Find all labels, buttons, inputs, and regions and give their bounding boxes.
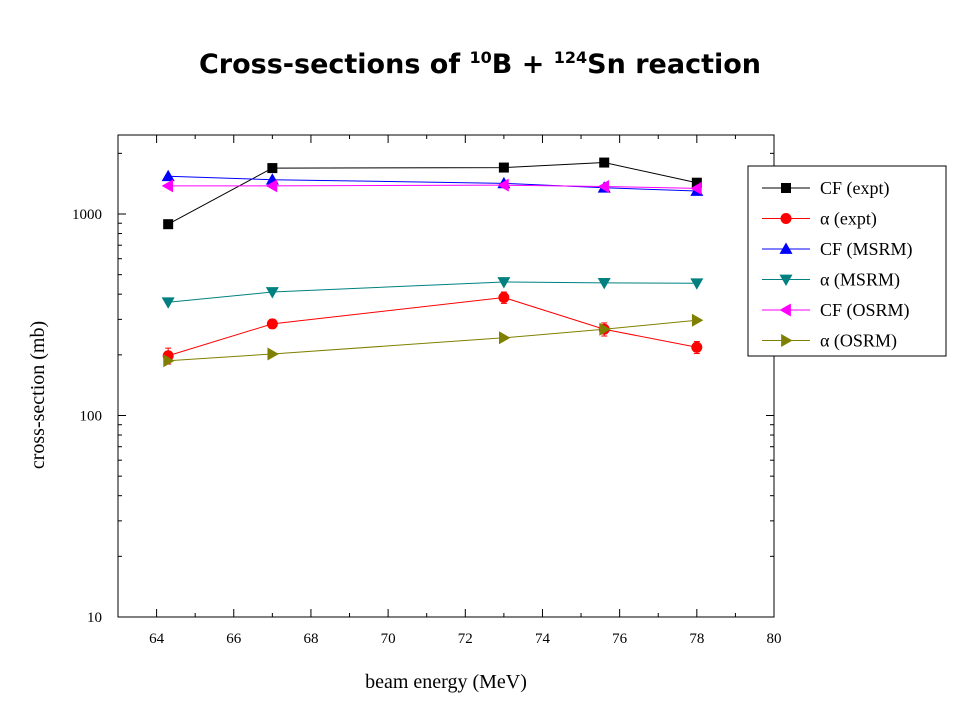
series-4: [161, 178, 702, 195]
legend-marker: [781, 183, 791, 193]
data-point: [161, 179, 174, 193]
y-axis-label: cross-section (mb): [27, 321, 49, 469]
x-tick-label: 72: [458, 631, 473, 647]
series-line: [168, 297, 697, 357]
series-2: [161, 169, 704, 196]
series-5: [163, 313, 704, 368]
series-line: [167, 162, 697, 225]
data-point: [691, 313, 704, 327]
data-point: [163, 219, 174, 230]
data-point: [691, 341, 703, 353]
data-point: [599, 157, 610, 168]
legend-item: α (expt): [762, 209, 877, 230]
legend-item: CF (OSRM): [762, 300, 910, 321]
series-3: [161, 277, 704, 309]
legend-label: α (expt): [820, 209, 877, 230]
data-point: [599, 322, 611, 336]
data-point: [597, 179, 610, 193]
legend-item: α (OSRM): [762, 331, 897, 352]
series-0: [163, 157, 702, 230]
x-tick-label: 80: [767, 631, 782, 647]
x-tick-label: 70: [381, 631, 396, 647]
x-tick-label: 66: [226, 631, 242, 647]
legend-item: CF (MSRM): [762, 239, 913, 260]
legend-label: CF (MSRM): [820, 239, 913, 260]
legend-label: CF (OSRM): [820, 300, 910, 321]
legend-box: [747, 165, 947, 357]
data-point: [267, 347, 279, 361]
data-point: [690, 181, 702, 195]
x-tick-label: 68: [303, 631, 318, 647]
plot-frame: [117, 134, 775, 618]
legend-marker: [781, 334, 793, 347]
y-tick-label: 1000: [72, 207, 102, 223]
data-point: [266, 318, 278, 330]
x-tick-label: 78: [689, 631, 704, 647]
x-tick-label: 76: [612, 631, 628, 647]
y-tick-label: 10: [87, 610, 102, 626]
legend: CF (expt) α (expt) CF (MSRM) α (MSRM) CF (OS…: [747, 165, 947, 357]
tick-labels: 64 66 68 70 72 74 76 78 80 10 100 1000: [72, 207, 782, 647]
axis-ticks: [117, 135, 775, 618]
data-point: [265, 179, 278, 193]
y-tick-label: 100: [80, 409, 103, 425]
x-tick-label: 64: [149, 631, 165, 647]
legend-label: CF (expt): [820, 178, 890, 199]
legend-item: CF (expt): [762, 178, 890, 199]
legend-marker: [779, 242, 793, 254]
legend-marker: [779, 303, 791, 317]
series-1: [162, 291, 703, 365]
legend-marker: [780, 213, 792, 224]
series-layer: [161, 157, 704, 368]
legend-label: α (OSRM): [820, 331, 897, 352]
data-point: [499, 331, 511, 345]
legend-item: α (MSRM): [762, 270, 900, 291]
data-point: [597, 278, 611, 290]
data-point: [497, 178, 509, 192]
data-point: [163, 354, 175, 368]
chart-title: Cross-sections of 10B + 124Sn reaction: [198, 48, 762, 80]
data-point: [690, 278, 704, 290]
data-point: [161, 297, 175, 309]
data-point: [498, 162, 509, 173]
x-axis-label: beam energy (MeV): [365, 671, 527, 693]
legend-label: α (MSRM): [820, 270, 900, 291]
data-point: [691, 177, 702, 188]
series-line: [168, 281, 697, 303]
series-line: [168, 175, 697, 192]
data-point: [161, 169, 175, 182]
data-point: [497, 277, 511, 289]
legend-marker: [779, 274, 793, 286]
data-point: [265, 287, 279, 299]
data-point: [267, 163, 278, 174]
data-point: [498, 292, 510, 304]
x-tick-label: 74: [535, 631, 551, 647]
series-line: [168, 319, 697, 362]
